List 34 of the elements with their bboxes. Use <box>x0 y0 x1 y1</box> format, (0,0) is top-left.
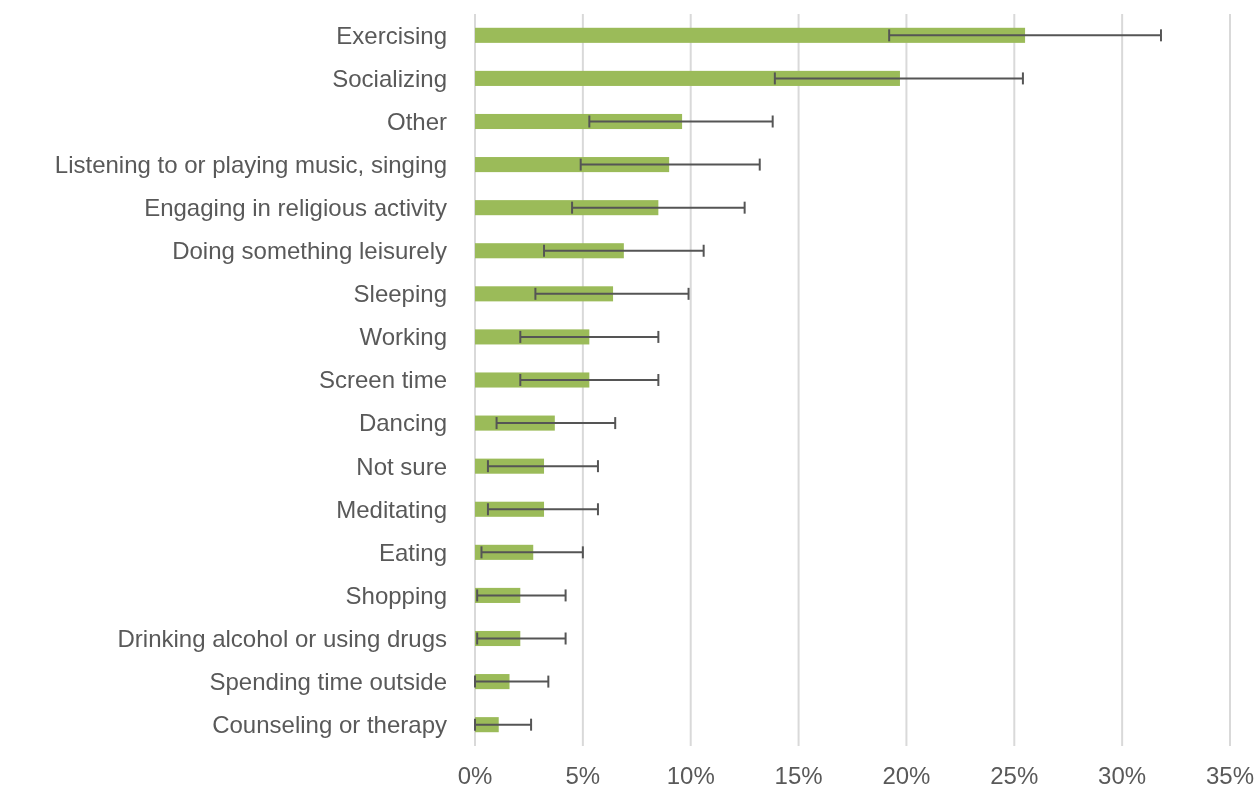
y-tick-label: Shopping <box>345 581 447 609</box>
bar <box>475 372 590 388</box>
y-tick-label: Listening to or playing music, singing <box>54 150 447 178</box>
x-tick-label: 10% <box>666 762 715 789</box>
bar <box>475 243 624 259</box>
bar <box>475 329 590 345</box>
y-tick-label: Spending time outside <box>209 667 447 695</box>
y-tick-label: Working <box>359 323 447 351</box>
y-tick-label: Screen time <box>318 366 447 394</box>
bar <box>475 157 670 173</box>
y-tick-label: Eating <box>378 538 447 566</box>
y-tick-label: Not sure <box>356 452 447 480</box>
bar <box>475 70 900 86</box>
bar <box>475 286 614 302</box>
y-tick-label: Exercising <box>336 21 447 49</box>
x-tick-label: 20% <box>882 762 931 789</box>
y-tick-label: Drinking alcohol or using drugs <box>117 624 447 652</box>
x-tick-label: 25% <box>990 762 1039 789</box>
y-tick-label: Dancing <box>358 409 447 437</box>
bar <box>475 113 683 130</box>
x-tick-label: 30% <box>1098 762 1147 789</box>
bar <box>475 200 659 216</box>
x-tick-label: 5% <box>565 762 601 789</box>
x-tick-label: 15% <box>774 762 823 789</box>
x-tick-label: 0% <box>457 762 493 789</box>
y-tick-label: Doing something leisurely <box>172 237 447 265</box>
y-tick-label: Engaging in religious activity <box>144 194 447 222</box>
y-tick-label: Meditating <box>336 495 447 523</box>
y-tick-label: Socializing <box>332 64 447 92</box>
y-tick-label: Counseling or therapy <box>212 711 447 739</box>
y-tick-label: Other <box>386 107 447 135</box>
x-tick-label: 35% <box>1205 762 1255 789</box>
bar <box>475 27 1026 43</box>
y-tick-label: Sleeping <box>353 280 447 308</box>
